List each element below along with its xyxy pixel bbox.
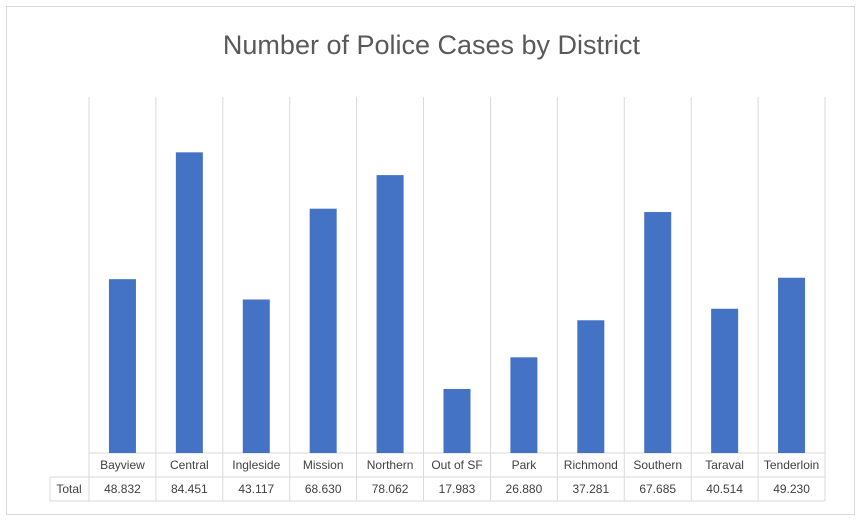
chart-title: Number of Police Cases by District (222, 30, 641, 60)
value-label: 37.281 (572, 482, 609, 496)
bar-richmond (577, 320, 605, 453)
category-label: Tenderloin (764, 458, 819, 472)
value-label: 43.117 (238, 482, 274, 496)
bar-tenderloin (778, 277, 806, 453)
category-label: Out of SF (431, 458, 482, 472)
bar-bayview (108, 279, 136, 453)
value-label: 40.514 (706, 482, 743, 496)
value-label: 48.832 (104, 482, 141, 496)
bar-ingleside (242, 299, 270, 453)
value-label: 68.630 (305, 482, 342, 496)
value-label: 26.880 (506, 482, 543, 496)
value-label: 84.451 (171, 482, 208, 496)
category-label: Bayview (100, 458, 145, 472)
bar-park (510, 357, 538, 453)
category-label: Central (170, 458, 209, 472)
bar-southern (644, 212, 672, 453)
category-label: Ingleside (232, 458, 280, 472)
category-label: Southern (633, 458, 682, 472)
value-label: 78.062 (372, 482, 409, 496)
category-label: Park (512, 458, 538, 472)
bar-mission (309, 208, 337, 453)
bar-taraval (711, 308, 739, 453)
category-label: Mission (303, 458, 344, 472)
category-label: Taraval (705, 458, 744, 472)
value-label: 49.230 (773, 482, 810, 496)
category-label: Northern (367, 458, 414, 472)
series-label: Total (56, 482, 81, 496)
category-label: Richmond (564, 458, 618, 472)
bar-northern (376, 175, 404, 453)
value-label: 17.983 (439, 482, 476, 496)
bar-out-of-sf (443, 388, 471, 453)
bar-central (175, 152, 203, 454)
value-label: 67.685 (639, 482, 676, 496)
